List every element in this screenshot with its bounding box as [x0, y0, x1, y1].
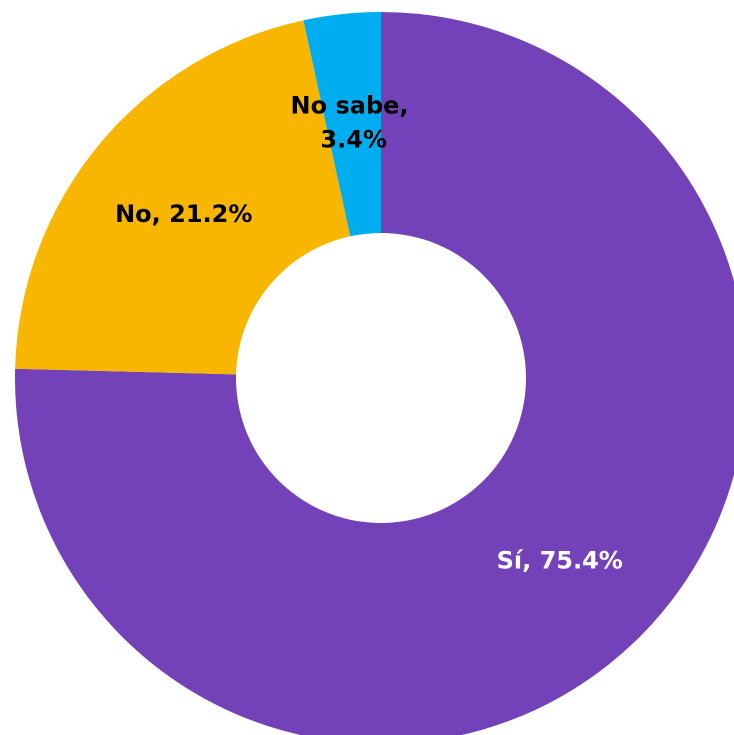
slice-label: No, 21.2% [115, 200, 252, 228]
label-line: No sabe, [291, 91, 417, 119]
donut-slice [15, 20, 351, 375]
donut-slice [15, 12, 734, 735]
donut-slice [303, 12, 381, 237]
slice-label: Sí, 75.4% [497, 546, 623, 574]
label-line: 3.4% [320, 125, 387, 153]
slice-label: No sabe, 3.4% [291, 91, 417, 153]
